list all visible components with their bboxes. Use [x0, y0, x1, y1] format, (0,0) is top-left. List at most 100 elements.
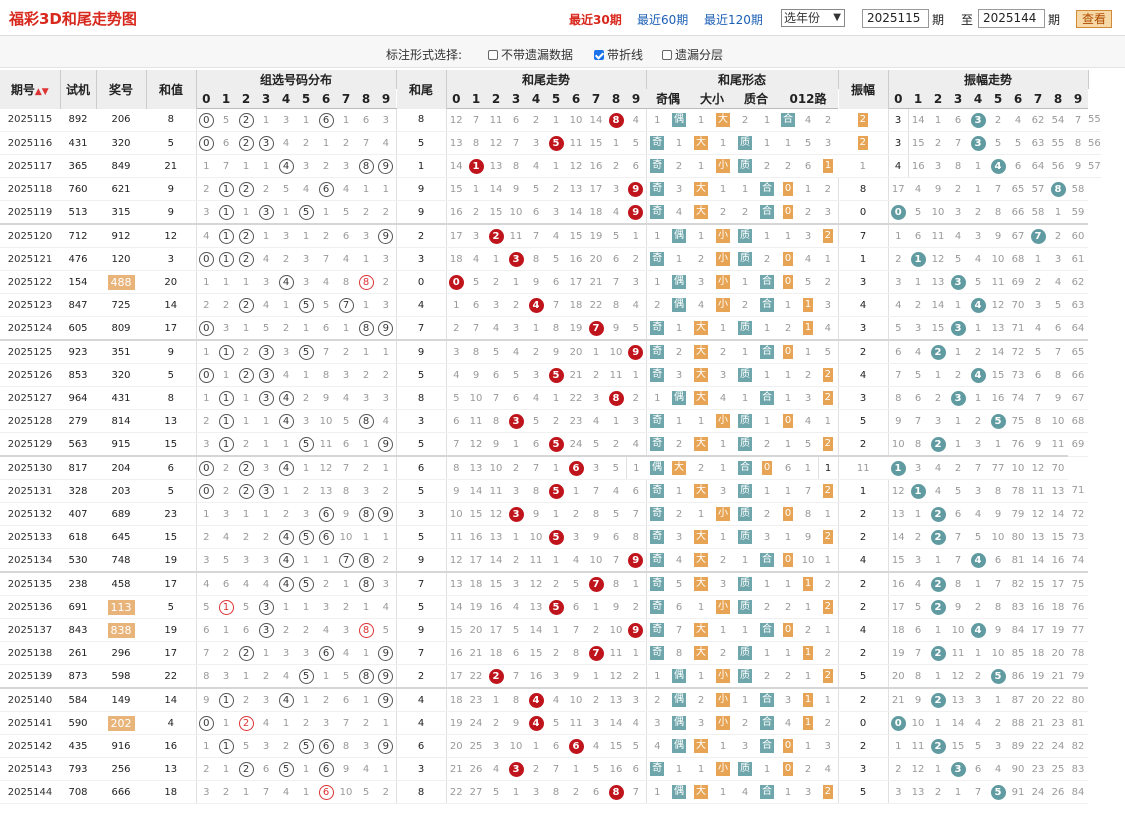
group-dist-cell: 2: [256, 664, 276, 689]
tail-form-cell: 1: [798, 711, 818, 735]
group-hit-mark: 6: [318, 529, 334, 545]
tail-trend-cell: 1: [486, 247, 506, 271]
miss-count: 90: [1011, 763, 1025, 775]
form-tag: 合: [760, 716, 774, 730]
group-dist-cell: 1: [216, 223, 236, 248]
miss-count: 7: [472, 114, 480, 126]
tail-hit-ball: 7: [588, 645, 604, 661]
checkbox-layer[interactable]: [662, 50, 672, 60]
amp-trend-cell: 6: [1048, 316, 1068, 341]
group-dist-cell: 4: [256, 293, 276, 317]
group-dist-cell: 5: [256, 316, 276, 341]
miss-count: 14: [951, 717, 965, 729]
miss-count: 20: [569, 346, 583, 358]
miss-count: 2: [322, 230, 330, 242]
prize-cell: 204: [96, 455, 146, 480]
miss-count: 5: [675, 578, 683, 590]
form-tag: 合: [760, 391, 774, 405]
tail-form-cell: 1: [712, 734, 734, 758]
tail-form-cell: 1: [778, 223, 798, 248]
group-dist-cell: 3: [256, 548, 276, 573]
miss-count: 1: [954, 346, 962, 358]
group-dist-cell: 12: [316, 455, 336, 480]
tail-form-cell: 0: [778, 548, 798, 573]
tail-hit-ball: 9: [628, 622, 644, 638]
miss-count: 13: [951, 694, 965, 706]
miss-count: 3: [242, 554, 250, 566]
miss-count: 2: [804, 763, 812, 775]
option-layer[interactable]: 遗漏分层: [662, 46, 723, 63]
checkbox-polyline[interactable]: [594, 50, 604, 60]
miss-count: 2: [203, 299, 210, 311]
tail-trend-cell: 3: [506, 316, 526, 341]
tail-form-cell: 0: [778, 270, 798, 294]
tail-cell: 6: [395, 734, 446, 758]
option-no-miss[interactable]: 不带遗漏数据: [488, 46, 573, 63]
tail-trend-cell: 16: [586, 154, 606, 178]
miss-count: 1: [552, 392, 560, 404]
group-hit-mark: 5: [298, 529, 314, 545]
table-row: 2025126 853 320 5 0 1 2 3 4 1 8 3 2 2 5 4 9 6 5 3 5 21 2 11 1 奇 3 大…: [0, 363, 1101, 387]
form-tag: 2: [822, 484, 833, 498]
miss-count: 2: [572, 508, 580, 520]
group-dist-cell: 10: [316, 409, 336, 433]
miss-count: 2: [675, 438, 683, 450]
recent-30-link[interactable]: 最近30期: [569, 13, 622, 27]
miss-count: 5: [632, 740, 639, 752]
miss-count: 7: [572, 624, 580, 636]
group-dist-cell: 6: [316, 316, 336, 341]
miss-count: 4: [262, 299, 270, 311]
from-issue-input[interactable]: 2025115: [862, 9, 929, 28]
tail-trend-cell: 5: [566, 571, 586, 596]
amp-trend-cell: 7: [1068, 108, 1088, 132]
miss-count: 4: [632, 438, 639, 450]
miss-count: 1: [741, 624, 749, 636]
checkbox-no-miss[interactable]: [488, 50, 498, 60]
group-dist-cell: 6: [316, 780, 336, 804]
year-select[interactable]: 选年份 ▼: [781, 9, 845, 27]
amp-trend-cell: 1: [1028, 247, 1048, 271]
sum-cell: 4: [146, 711, 196, 735]
miss-count: 1: [512, 438, 520, 450]
miss-count: 2: [741, 717, 749, 729]
recent-60-link[interactable]: 最近60期: [637, 13, 689, 27]
amp-trend-cell: 57: [1028, 177, 1048, 201]
miss-count: 5: [954, 485, 962, 497]
miss-count: 1: [697, 601, 705, 613]
miss-count: 8: [342, 740, 350, 752]
amp-trend-cell: 3: [887, 780, 908, 804]
miss-count: 20: [891, 670, 905, 682]
amp-trend-cell: 1: [948, 339, 968, 364]
group-dist-cell: 9: [376, 734, 396, 758]
group-hit-mark: 1: [218, 436, 234, 452]
col-issue[interactable]: 期号▲▼: [0, 70, 61, 109]
amp-trend-cell: 71: [1008, 316, 1028, 341]
amp-trend-cell: 16: [1028, 595, 1048, 619]
miss-count: 8: [954, 160, 962, 172]
tail-trend-cell: 15: [486, 571, 506, 596]
query-button[interactable]: 查看: [1076, 10, 1112, 28]
miss-count: 13: [1051, 485, 1065, 497]
miss-count: 2: [382, 369, 389, 381]
group-dist-cell: 1: [195, 154, 216, 178]
tail-trend-cell: 2: [506, 455, 526, 480]
miss-count: 3: [994, 740, 1002, 752]
recent-120-link[interactable]: 最近120期: [704, 13, 763, 27]
miss-count: 1: [719, 183, 727, 195]
miss-count: 4: [697, 299, 705, 311]
to-issue-input[interactable]: 2025144: [978, 9, 1045, 28]
miss-count: 5: [492, 786, 500, 798]
miss-count: 2: [741, 206, 749, 218]
miss-count: 2: [719, 206, 727, 218]
miss-count: 3: [934, 415, 942, 427]
option-polyline[interactable]: 带折线: [594, 46, 643, 63]
miss-count: 1: [974, 647, 982, 659]
amp-trend-cell: 2: [928, 386, 948, 410]
group-hit-mark: 0: [198, 320, 214, 336]
miss-count: 9: [1074, 160, 1082, 172]
miss-count: 9: [492, 438, 500, 450]
tail-trend-cell: 13: [466, 455, 486, 480]
miss-count: 3: [382, 578, 389, 590]
amp-trend-cell: 5: [988, 409, 1008, 433]
issue-cell: 2025129: [0, 432, 60, 457]
